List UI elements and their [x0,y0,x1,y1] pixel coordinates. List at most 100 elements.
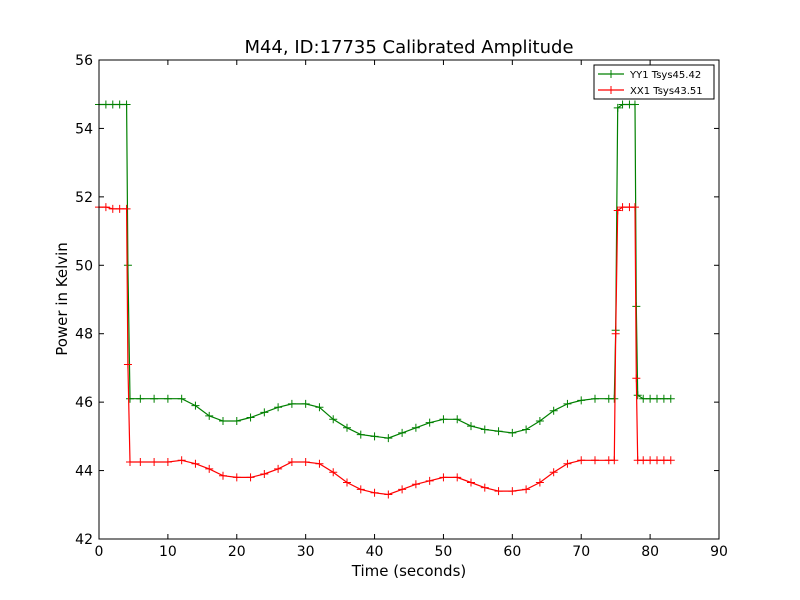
x-tick-label: 10 [159,544,177,560]
data-point [632,374,641,383]
data-point [659,394,668,403]
data-point [287,458,296,467]
data-point [630,100,639,109]
data-point [126,394,134,403]
data-point [177,394,186,403]
legend-marker-yy1 [607,70,615,78]
data-point [549,406,558,415]
data-point [467,478,475,487]
data-point [343,478,351,487]
data-point [219,471,227,480]
data-point [315,459,324,468]
data-point [425,418,434,427]
x-tick-label: 80 [641,544,659,560]
series-layer [95,100,675,499]
y-tick-label: 56 [75,53,93,69]
x-tick-label: 0 [95,544,104,560]
data-point [630,203,639,212]
data-point [563,399,572,408]
data-point [287,399,296,408]
x-tick-label: 50 [435,544,453,560]
data-point [246,473,255,482]
data-point [219,416,227,425]
data-point [535,478,544,487]
x-axis-label: Time (seconds) [351,562,467,580]
data-point [205,411,214,420]
data-point [356,430,365,439]
data-point [191,401,200,410]
data-point [618,203,627,212]
data-point [123,261,132,270]
y-tick-label: 42 [75,532,93,548]
series-markers-1 [95,203,675,499]
data-point [439,415,448,424]
data-point [653,394,661,403]
data-point [639,456,648,465]
data-point [123,360,132,369]
data-point [232,416,241,425]
data-point [613,103,622,112]
data-point [301,399,310,408]
data-point [122,204,131,213]
data-point [150,394,159,403]
chart-title: M44, ID:17735 Calibrated Amplitude [244,37,573,58]
data-point [639,394,648,403]
data-point [480,425,489,434]
data-point [101,100,110,109]
plot-area-frame [98,59,720,540]
data-point [177,456,186,465]
data-point [260,408,269,417]
data-point [549,468,558,477]
x-tick-label: 30 [297,544,315,560]
y-tick-label: 52 [75,190,93,206]
data-point [301,458,310,467]
data-point [563,459,572,468]
data-point [205,464,214,473]
legend-label-yy1: YY1 Tsys45.42 [629,70,701,81]
data-point [467,422,475,431]
data-point [329,415,338,424]
data-point [384,490,393,499]
data-point [508,487,517,496]
data-point [610,456,619,465]
data-point [666,394,675,403]
data-point [591,456,599,465]
data-point [494,487,503,496]
data-point [522,425,531,434]
y-axis-label: Power in Kelvin [53,242,71,356]
data-point [425,476,434,485]
data-point [480,483,489,492]
data-point [136,394,145,403]
data-point [611,329,620,338]
data-point [274,464,283,473]
data-point [591,394,599,403]
legend-marker-xx1 [607,86,615,94]
y-axis-ticks: 42 44 46 48 50 52 54 56 [75,53,719,548]
data-point [610,394,619,403]
legend-frame [593,64,715,100]
data-point [535,416,544,425]
data-point [508,428,517,437]
data-point [370,488,379,497]
data-point [126,458,134,467]
data-point [260,469,269,478]
data-point [101,203,110,212]
data-point [246,413,255,422]
data-point [613,206,622,215]
data-point [453,415,462,424]
data-point [653,456,661,465]
data-point [398,428,407,437]
data-point [329,468,338,477]
x-axis-ticks: 0 10 20 30 40 50 60 70 80 90 [95,60,728,560]
data-point [659,456,668,465]
x-tick-label: 70 [572,544,590,560]
data-point [439,473,448,482]
y-tick-label: 54 [75,121,93,137]
data-point [666,456,675,465]
data-point [115,100,124,109]
data-point [136,458,145,467]
data-point [115,204,124,213]
data-point [646,394,655,403]
data-point [122,100,131,109]
